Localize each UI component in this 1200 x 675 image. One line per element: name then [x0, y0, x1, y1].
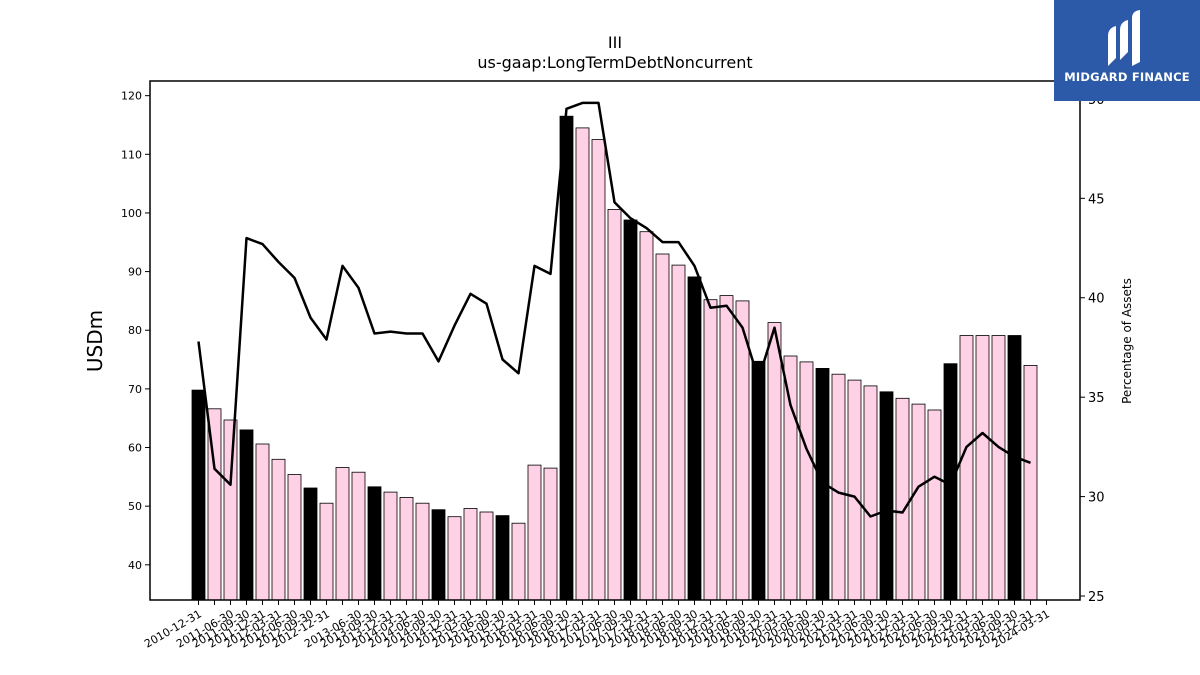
- quarter-bar: [527, 464, 542, 601]
- quarter-bar: [991, 335, 1006, 601]
- quarter-bar: [319, 502, 334, 601]
- annual-bar: [303, 487, 318, 601]
- quarter-bar: [463, 508, 478, 601]
- annual-bar: [879, 391, 894, 601]
- quarter-bar: [831, 373, 846, 601]
- bars-layer: [191, 115, 1038, 601]
- quarter-bar: [383, 491, 398, 601]
- chart-title-concept: us-gaap:LongTermDebtNoncurrent: [477, 53, 752, 72]
- quarter-bar: [895, 397, 910, 601]
- quarter-bar: [799, 361, 814, 601]
- y-tick-label: 50: [128, 500, 142, 513]
- annual-bar: [687, 276, 702, 601]
- quarter-bar: [767, 322, 782, 601]
- y2-axis-label: Percentage of Assets: [1120, 278, 1134, 404]
- quarter-bar: [719, 295, 734, 601]
- y-tick-label: 110: [121, 148, 142, 161]
- quarter-bar: [335, 467, 350, 601]
- quarter-bar: [511, 522, 526, 601]
- annual-bar: [239, 429, 254, 601]
- quarter-bar: [607, 208, 622, 601]
- quarter-bar: [655, 253, 670, 601]
- quarter-bar: [255, 443, 270, 601]
- annual-bar: [1007, 335, 1022, 601]
- right-axis: 253035404550: [1080, 93, 1105, 605]
- pct-assets-line: [197, 101, 1031, 518]
- brand-name: MIDGARD FINANCE: [1064, 70, 1190, 84]
- quarter-bar: [863, 385, 878, 601]
- quarter-bar: [1023, 364, 1038, 601]
- quarter-bar: [591, 139, 606, 601]
- quarter-bar: [671, 264, 686, 601]
- y2-tick-label: 25: [1088, 590, 1105, 605]
- y-axis-label: USDm: [83, 310, 107, 372]
- quarter-bar: [399, 496, 414, 601]
- y-tick-label: 70: [128, 383, 142, 396]
- y2-tick-label: 35: [1088, 391, 1105, 406]
- y2-tick-label: 45: [1088, 192, 1105, 207]
- annual-bar: [751, 360, 766, 601]
- left-axis: 40 50 60 70 80 90 100 110 120: [121, 90, 150, 572]
- quarter-bar: [975, 335, 990, 601]
- annual-bar: [191, 389, 206, 601]
- quarter-bar: [479, 511, 494, 601]
- quarter-bar: [223, 419, 238, 601]
- annual-bar: [431, 509, 446, 601]
- y-tick-label: 100: [121, 207, 142, 220]
- quarter-bar: [351, 471, 366, 601]
- y-tick-label: 40: [128, 559, 142, 572]
- quarter-bar: [447, 516, 462, 601]
- annual-bar: [559, 115, 574, 601]
- brand-mark-icon: [1108, 10, 1140, 66]
- y-tick-label: 80: [128, 324, 142, 337]
- quarter-bar: [639, 231, 654, 601]
- quarter-bar: [271, 458, 286, 601]
- quarter-bar: [783, 355, 798, 601]
- annual-bar: [367, 486, 382, 601]
- y2-tick-label: 40: [1088, 292, 1105, 307]
- brand-logo: MIDGARD FINANCE: [1054, 0, 1200, 101]
- y2-tick-label: 30: [1088, 491, 1105, 506]
- quarter-bar: [959, 335, 974, 601]
- chart-title-ticker: III: [608, 33, 622, 52]
- y-tick-label: 120: [121, 90, 142, 103]
- y-tick-label: 90: [128, 266, 142, 279]
- quarter-bar: [911, 403, 926, 601]
- quarter-bar: [927, 409, 942, 601]
- annual-bar: [623, 219, 638, 601]
- quarter-bar: [287, 474, 302, 601]
- quarter-bar: [847, 379, 862, 601]
- quarter-bar: [415, 502, 430, 601]
- x-axis: 2010-12-312011-06-302011-09-302011-12-31…: [142, 600, 1052, 651]
- quarter-bar: [703, 299, 718, 601]
- y-tick-label: 60: [128, 442, 142, 455]
- annual-bar: [495, 515, 510, 601]
- quarter-bar: [575, 127, 590, 601]
- quarter-bar: [543, 467, 558, 601]
- line-layer: [197, 101, 1031, 518]
